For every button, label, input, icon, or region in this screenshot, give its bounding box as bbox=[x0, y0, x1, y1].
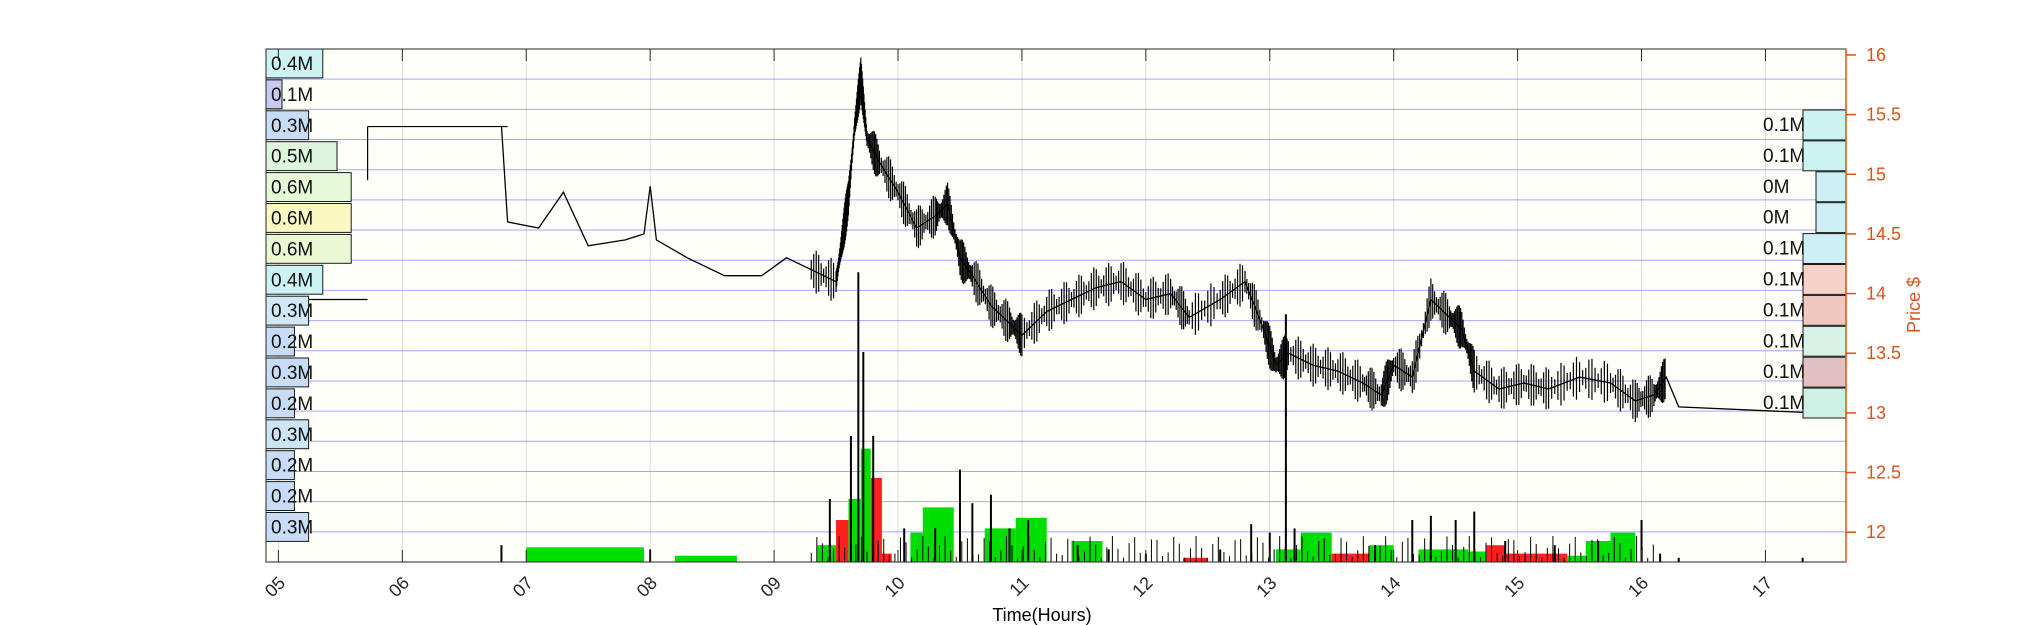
volume-profile-left: 0.4M 0.1M 0.3M 0.5M 0.6M 0.6M 0.6M 0.4M 0.3M 0.2M… bbox=[265, 48, 352, 542]
grid bbox=[266, 48, 1846, 563]
y-tick-label: 12.5 bbox=[1866, 463, 1901, 483]
volume-bar bbox=[922, 507, 954, 562]
volume-bar bbox=[1418, 549, 1469, 562]
y-tick-label: 13 bbox=[1866, 403, 1886, 423]
y-tick-label: 12 bbox=[1866, 522, 1886, 542]
volume-profile-bar bbox=[1802, 264, 1847, 295]
volume-profile-label: 0.2M bbox=[271, 394, 313, 415]
volume-profile-label: 0.2M bbox=[271, 332, 313, 353]
y-tick-label: 16 bbox=[1866, 45, 1886, 65]
volume-profile-bar bbox=[265, 48, 324, 79]
x-tick-label: 14 bbox=[1376, 573, 1404, 601]
volume-profile-bar bbox=[265, 481, 295, 512]
volume-profile-bar bbox=[1802, 294, 1847, 326]
volume-bar bbox=[1183, 557, 1208, 562]
volume-profile-label: 0M bbox=[1763, 208, 1789, 229]
volume-profile-label: 0.3M bbox=[271, 425, 313, 446]
volume-profile-bar bbox=[1802, 233, 1847, 265]
volume-profile-label: 0.5M bbox=[271, 147, 313, 168]
x-tick-label: 11 bbox=[1005, 573, 1032, 600]
volume-profile-bar bbox=[265, 388, 295, 419]
x-axis-label: Time(Hours) bbox=[992, 605, 1091, 625]
volume-profile-bar bbox=[265, 419, 310, 450]
volume-profile-label: 0.3M bbox=[271, 363, 313, 384]
volume-profile-label: 0.1M bbox=[1763, 146, 1805, 167]
volume-profile-right: 0.1M 0.1M 0M 0M 0.1M 0.1M 0.1M 0.1M 0.1M 0.1M bbox=[1763, 109, 1847, 419]
x-tick-label: 12 bbox=[1128, 573, 1156, 601]
volume-profile-label: 0.3M bbox=[271, 518, 313, 539]
y-tick-label: 13.5 bbox=[1866, 343, 1901, 363]
volume-profile-bar bbox=[265, 326, 295, 357]
volume-profile-label: 0.4M bbox=[271, 270, 313, 291]
volume-profile-label: 0.1M bbox=[1763, 362, 1805, 383]
x-tick-label: 08 bbox=[633, 573, 661, 601]
volume-profile-label: 0.4M bbox=[271, 54, 313, 75]
volume-profile-bar bbox=[1802, 325, 1847, 357]
x-tick-label: 06 bbox=[385, 573, 413, 601]
x-tick-label: 16 bbox=[1624, 573, 1652, 601]
volume-bar bbox=[674, 555, 737, 562]
x-tick-label: 07 bbox=[509, 573, 537, 601]
x-tick-label: 09 bbox=[757, 573, 785, 601]
price-line-group bbox=[303, 57, 1816, 423]
x-tick-label: 17 bbox=[1748, 573, 1776, 601]
volume-bar bbox=[1300, 532, 1332, 562]
plot-area bbox=[266, 49, 1846, 562]
y-tick-label: 14 bbox=[1866, 284, 1886, 304]
volume-profile-label: 0.1M bbox=[271, 85, 313, 106]
volume-bar bbox=[1331, 553, 1369, 562]
x-tick-label: 15 bbox=[1500, 573, 1528, 601]
volume-spikes bbox=[500, 272, 1804, 562]
volume-profile-bar bbox=[265, 233, 352, 264]
x-tick-label: 13 bbox=[1252, 573, 1280, 601]
volume-bar bbox=[1071, 541, 1103, 562]
volume-profile-label: 0.1M bbox=[1763, 300, 1805, 321]
volume-profile-bar bbox=[1815, 171, 1847, 203]
volume-profile-bar bbox=[1802, 109, 1847, 141]
volume-profile-bar bbox=[265, 110, 310, 141]
volume-profile-bar bbox=[265, 512, 310, 542]
volume-bar bbox=[860, 448, 871, 562]
volume-profile-bar bbox=[265, 203, 352, 233]
volume-profile-label: 0.2M bbox=[271, 456, 313, 477]
volume-profile-label: 0.1M bbox=[1763, 331, 1805, 352]
volume-profile-bar bbox=[265, 295, 310, 326]
volume-profile-bar bbox=[1815, 202, 1847, 234]
volume-bar bbox=[910, 532, 923, 562]
x-tick-label: 05 bbox=[261, 573, 289, 601]
volume-profile-label: 0.6M bbox=[271, 239, 313, 260]
y-tick-label: 14.5 bbox=[1866, 224, 1901, 244]
volume-bar bbox=[1368, 545, 1394, 562]
volume-bar bbox=[836, 520, 849, 562]
volume-profile-label: 0M bbox=[1763, 177, 1789, 198]
volume-profile-bar bbox=[265, 172, 352, 203]
volume-profile-label: 0.2M bbox=[271, 487, 313, 508]
volume-bar bbox=[870, 478, 882, 562]
volume-bar bbox=[1468, 551, 1487, 562]
x-tick-label: 10 bbox=[881, 573, 909, 601]
volume-profile-bar bbox=[1802, 140, 1847, 172]
volume-profile-label: 0.1M bbox=[1763, 115, 1805, 136]
y-tick-label: 15.5 bbox=[1866, 105, 1901, 125]
volume-profile-label: 0.6M bbox=[271, 209, 313, 230]
volume-profile-label: 0.3M bbox=[271, 116, 313, 137]
volume-profile-label: 0.3M bbox=[271, 301, 313, 322]
volume-profile-bar bbox=[1802, 387, 1847, 419]
volume-bar bbox=[881, 553, 892, 562]
volume-bar bbox=[526, 547, 644, 562]
volume-bar bbox=[1567, 555, 1586, 562]
volume-profile-label: 0.1M bbox=[1763, 239, 1805, 260]
y-axis-label-right: Price $ bbox=[1904, 277, 1924, 333]
volume-profile-label: 0.1M bbox=[1763, 393, 1805, 414]
volume-profile-bar bbox=[265, 264, 324, 295]
y-tick-label: 15 bbox=[1866, 164, 1886, 184]
volume-profile-bar bbox=[1802, 356, 1847, 388]
volume-profile-label: 0.1M bbox=[1763, 270, 1805, 291]
volume-bar bbox=[1015, 517, 1047, 562]
volume-profile-label: 0.6M bbox=[271, 178, 313, 199]
